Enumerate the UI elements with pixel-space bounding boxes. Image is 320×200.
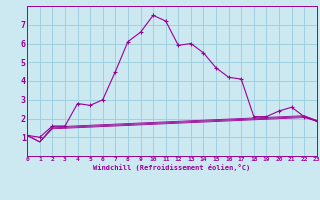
X-axis label: Windchill (Refroidissement éolien,°C): Windchill (Refroidissement éolien,°C) (93, 164, 251, 171)
